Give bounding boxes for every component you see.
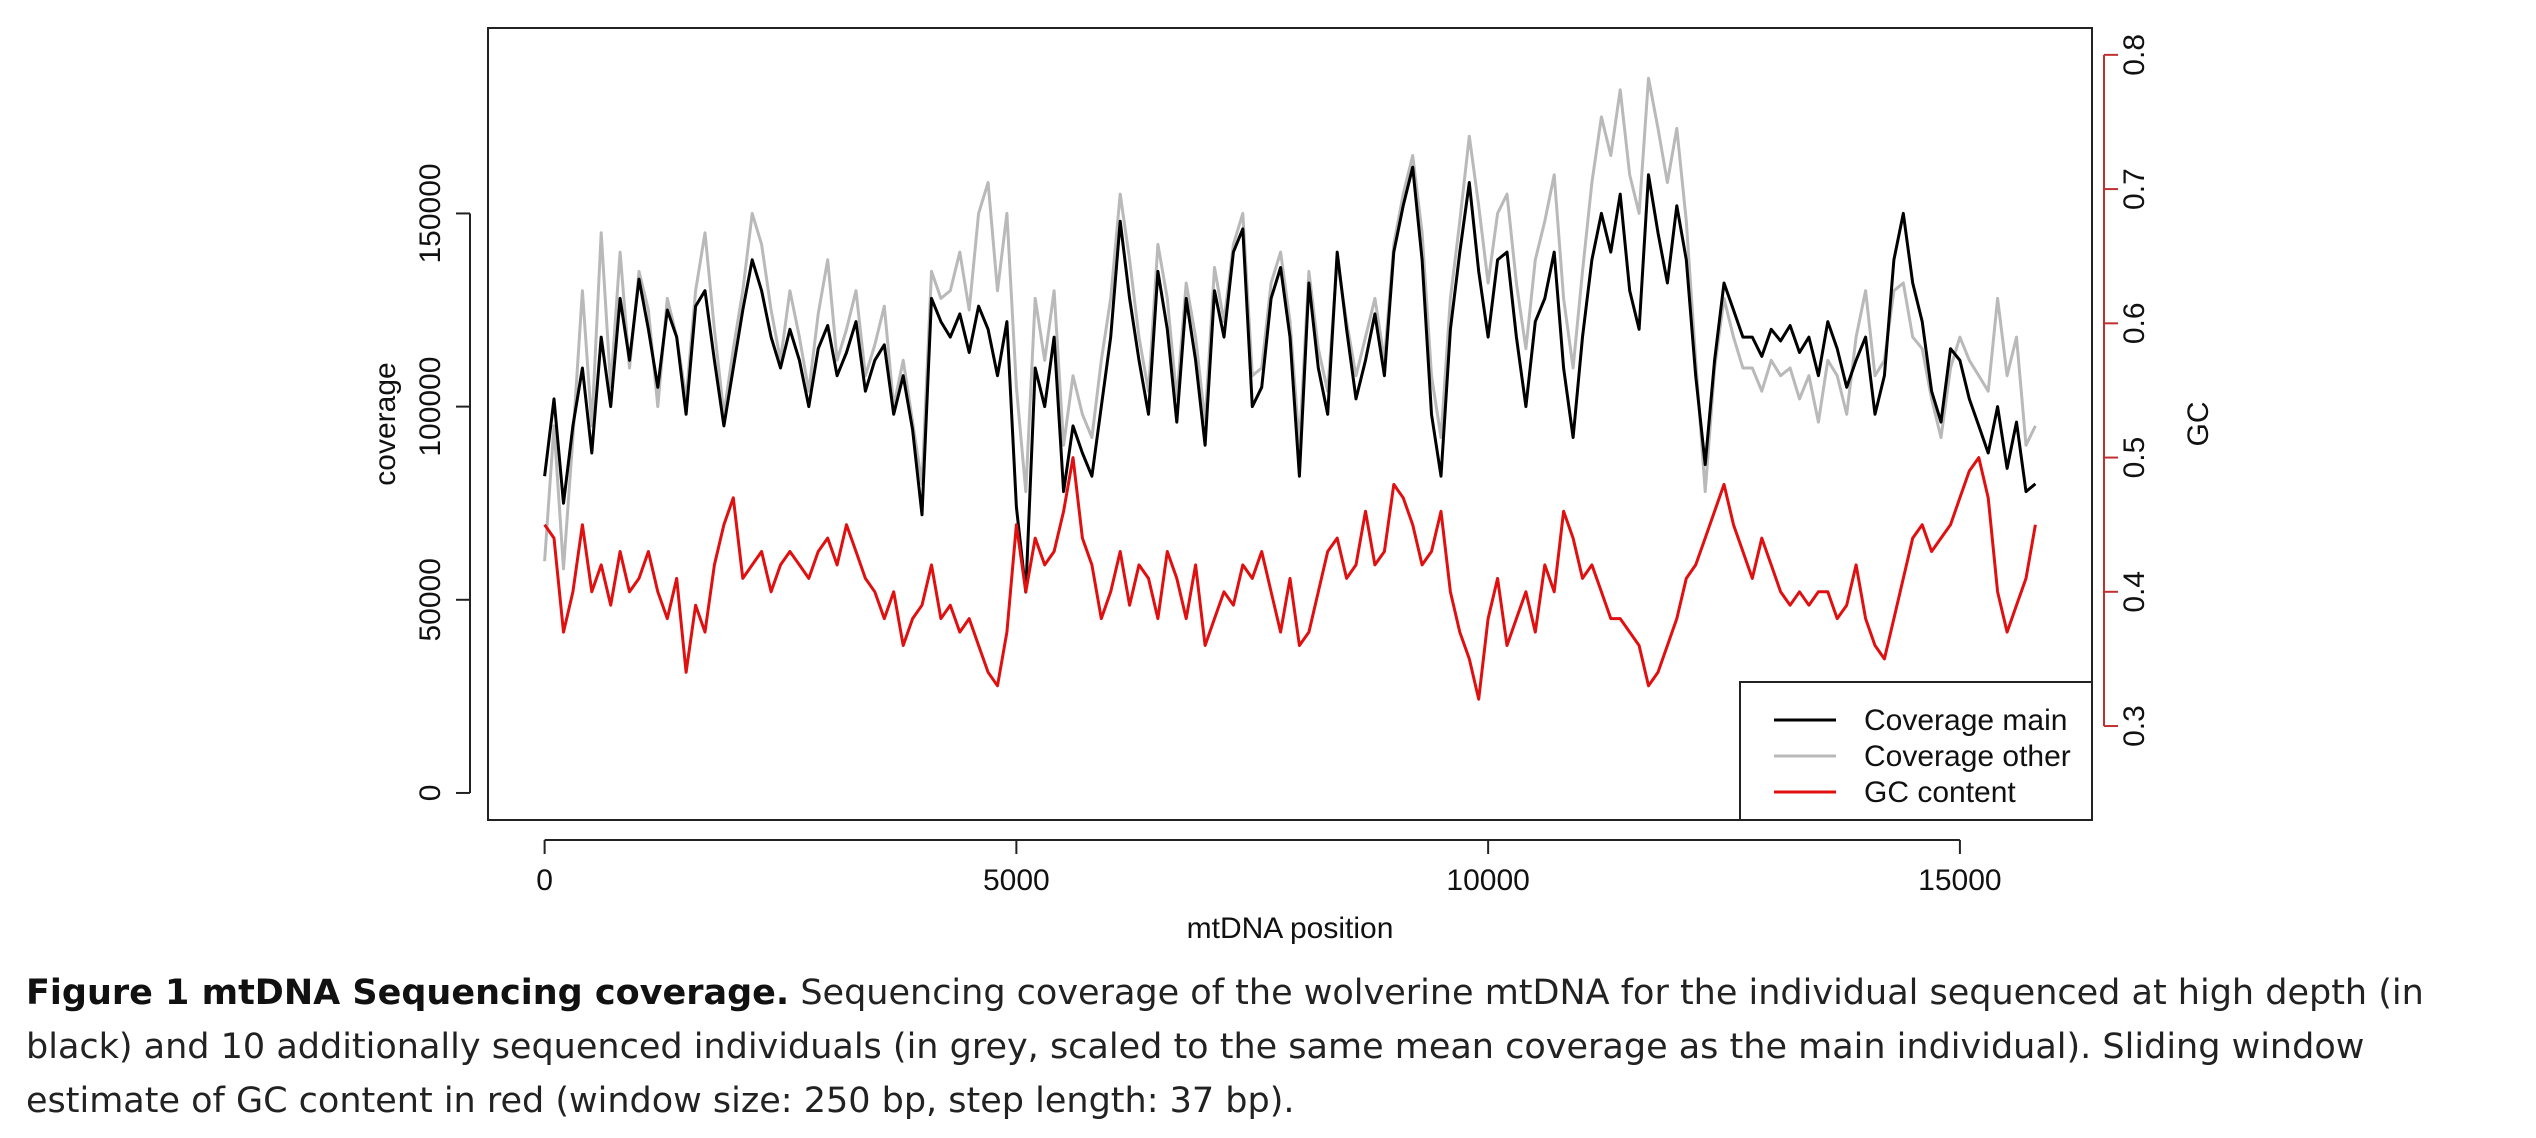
y-right-tick-label: 0.8 bbox=[2118, 34, 2151, 76]
series-line-coverage-main bbox=[543, 165, 2037, 594]
y-left-tick-label: 150000 bbox=[414, 163, 447, 263]
y-right-tick-label: 0.5 bbox=[2118, 437, 2151, 479]
series-layer bbox=[543, 76, 2037, 701]
y-left-tick-label: 50000 bbox=[414, 558, 447, 641]
figure-caption: Figure 1 mtDNA Sequencing coverage. Sequ… bbox=[26, 966, 2516, 1128]
coverage-gc-chart: 0 5000 10000 150000500001000001500000.30.40… bbox=[369, 27, 2215, 945]
caption-label: Figure 1 mtDNA Sequencing coverage. bbox=[26, 973, 790, 1013]
y-right-tick-label: 0.7 bbox=[2118, 168, 2151, 210]
y-right-tick-label: 0.3 bbox=[2118, 705, 2151, 747]
legend-entry: Coverage main bbox=[1864, 704, 2067, 737]
y-right-axis-label: GC bbox=[2182, 402, 2215, 447]
x-tick-label: 5000 bbox=[983, 864, 1050, 897]
axes-layer: 0 5000 10000 150000500001000001500000.30.40… bbox=[414, 34, 2151, 897]
x-tick-label: 0 bbox=[536, 864, 553, 897]
y-left-axis-label: coverage bbox=[369, 362, 402, 485]
legend-box bbox=[1739, 681, 2093, 821]
y-left-tick-label: 100000 bbox=[414, 357, 447, 457]
y-right-tick-label: 0.6 bbox=[2118, 302, 2151, 344]
x-tick-label: 10000 bbox=[1446, 864, 1529, 897]
x-axis-label: mtDNA position bbox=[1187, 912, 1394, 945]
caption-text: Sequencing coverage of the wolverine mtD… bbox=[26, 973, 2424, 1121]
x-tick-label: 15000 bbox=[1918, 864, 2001, 897]
legend-entry: GC content bbox=[1864, 776, 2016, 809]
legend-entry: Coverage other bbox=[1864, 740, 2071, 773]
series-line-gc-content bbox=[543, 456, 2037, 701]
y-right-tick-label: 0.4 bbox=[2118, 571, 2151, 613]
plot-frame bbox=[487, 27, 2093, 821]
y-left-tick-label: 0 bbox=[414, 785, 447, 802]
series-line-coverage-other bbox=[543, 76, 2037, 571]
